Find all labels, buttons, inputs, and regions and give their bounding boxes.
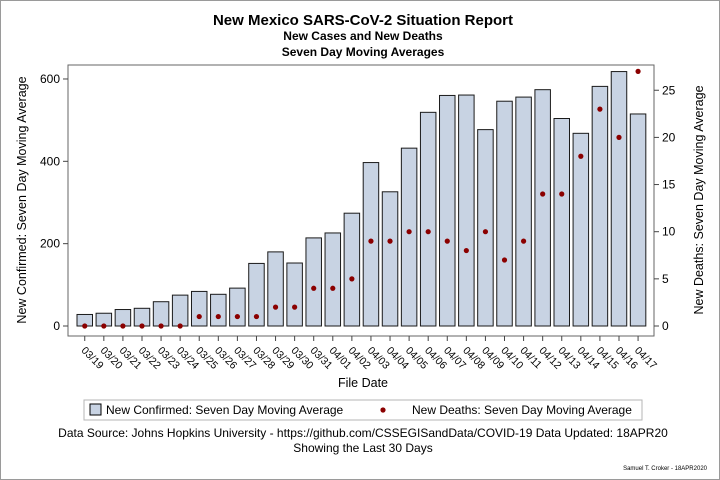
death-point-04-04	[387, 238, 393, 244]
bar-03-30	[286, 262, 303, 327]
data-source-note: Data Source: Johns Hopkins University - …	[58, 426, 668, 440]
legend-label-confirmed: New Confirmed: Seven Day Moving Average	[106, 403, 344, 417]
death-point-04-09	[482, 229, 489, 235]
bar-03-29	[267, 251, 284, 327]
bar-04-12	[534, 89, 551, 327]
bar-03-22	[133, 307, 151, 327]
right-tick-label-10: 10	[662, 225, 676, 239]
bar-03-28	[248, 262, 265, 327]
bar-04-01	[324, 232, 342, 327]
death-point-03-26	[215, 313, 221, 320]
right-tick-label-5: 5	[662, 272, 669, 286]
death-point-03-29	[272, 304, 279, 310]
dots-group	[82, 68, 641, 329]
left-tick-label-600: 600	[40, 72, 60, 86]
bar-04-11	[515, 96, 532, 327]
bar-04-14	[572, 132, 590, 327]
death-point-04-02	[349, 276, 355, 282]
bar-03-31	[305, 237, 322, 327]
bar-04-06	[419, 111, 437, 327]
death-point-04-12	[540, 191, 546, 197]
right-tick-label-20: 20	[662, 130, 676, 144]
death-point-03-31	[311, 285, 317, 291]
bar-03-27	[229, 287, 246, 327]
bar-04-03	[362, 162, 380, 327]
left-axis: 0 200 400 600	[40, 72, 68, 333]
bar-04-02	[343, 212, 361, 327]
left-tick-label-400: 400	[40, 154, 60, 168]
death-point-04-05	[406, 229, 412, 235]
right-tick-label-0: 0	[662, 319, 669, 333]
bar-04-16	[610, 71, 628, 327]
left-tick-label-0: 0	[53, 319, 60, 333]
death-point-03-27	[234, 313, 240, 320]
bar-04-08	[458, 94, 475, 327]
death-point-03-21	[120, 323, 126, 329]
chart-subtitle-2: Seven Day Moving Averages	[282, 45, 445, 59]
right-tick-label-15: 15	[662, 178, 676, 192]
author-credit: Samuel T. Croker - 18APR2020	[623, 466, 708, 472]
death-point-04-17	[635, 68, 641, 74]
bar-04-09	[477, 129, 494, 327]
bar-04-10	[496, 100, 513, 327]
death-point-04-16	[616, 134, 622, 140]
bar-03-25	[190, 290, 208, 327]
death-point-03-20	[101, 323, 107, 329]
y-axis-left-label: New Confirmed: Seven Day Moving Average	[15, 76, 29, 323]
death-point-03-22	[139, 323, 145, 329]
chart-subtitle-1: New Cases and New Deaths	[283, 29, 443, 43]
bar-04-07	[439, 94, 456, 327]
left-tick-label-200: 200	[40, 237, 60, 251]
death-point-04-03	[368, 238, 374, 244]
death-point-04-08	[463, 247, 469, 254]
death-point-04-15	[597, 106, 603, 112]
bar-04-05	[400, 147, 418, 327]
right-tick-label-25: 25	[662, 83, 676, 97]
right-axis: 0 5 10 15 20 25	[654, 83, 676, 333]
death-point-04-14	[578, 153, 584, 159]
death-point-04-06	[425, 229, 431, 235]
death-point-04-11	[520, 238, 527, 244]
bar-04-04	[381, 191, 399, 327]
death-point-04-13	[559, 191, 565, 197]
death-point-04-01	[330, 285, 336, 291]
death-point-03-23	[158, 323, 164, 329]
death-point-03-25	[196, 313, 202, 320]
death-point-03-24	[177, 323, 183, 329]
death-point-04-07	[444, 238, 450, 244]
bars-group	[76, 71, 647, 327]
bar-03-24	[171, 294, 189, 327]
bar-03-26	[210, 293, 227, 327]
legend-label-deaths: New Deaths: Seven Day Moving Average	[412, 403, 632, 417]
x-axis-label: File Date	[338, 376, 388, 390]
legend-box	[83, 399, 643, 421]
bar-04-13	[553, 118, 570, 327]
death-point-03-19	[82, 323, 88, 329]
chart-title: New Mexico SARS-CoV-2 Situation Report	[213, 12, 513, 29]
legend-swatch-confirmed	[89, 403, 102, 416]
legend-marker-deaths	[380, 407, 386, 413]
bar-04-15	[591, 85, 609, 327]
death-point-04-10	[501, 257, 508, 263]
bar-03-23	[152, 301, 170, 327]
death-point-03-30	[292, 304, 298, 310]
bar-04-17	[629, 113, 647, 327]
y-axis-right-label: New Deaths: Seven Day Moving Average	[692, 85, 706, 314]
death-point-03-28	[253, 313, 260, 320]
period-note: Showing the Last 30 Days	[293, 441, 432, 455]
